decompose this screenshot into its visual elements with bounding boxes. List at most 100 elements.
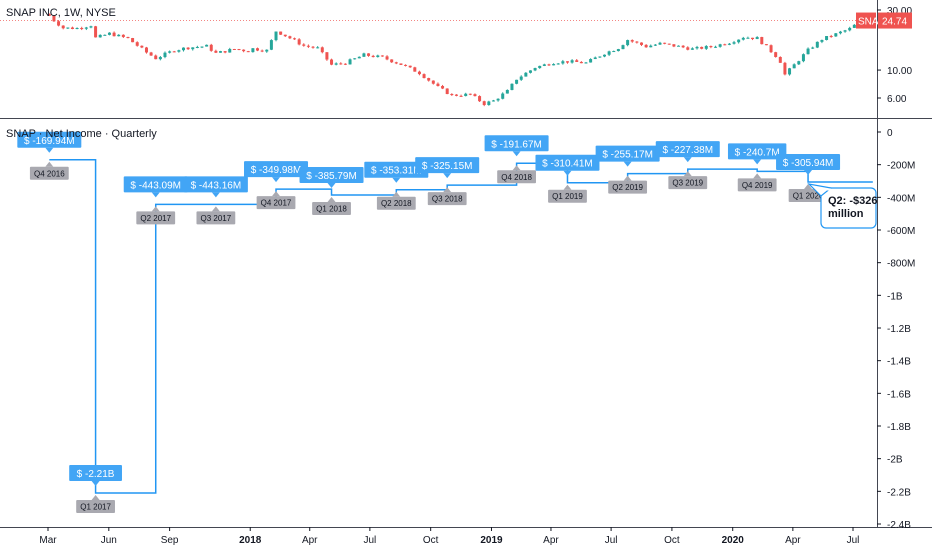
candle[interactable]: [334, 62, 338, 66]
candle[interactable]: [195, 45, 199, 49]
data-point[interactable]: $ -325.15M Q3 2018: [415, 157, 480, 206]
candle[interactable]: [80, 26, 84, 31]
candle[interactable]: [348, 58, 352, 65]
candle[interactable]: [75, 27, 79, 30]
candle[interactable]: [533, 67, 537, 72]
candle[interactable]: [450, 93, 454, 96]
candle[interactable]: [690, 47, 694, 50]
candle[interactable]: [302, 43, 306, 47]
candle[interactable]: [727, 43, 731, 46]
candle[interactable]: [556, 63, 560, 65]
candle[interactable]: [399, 63, 403, 66]
candle[interactable]: [612, 50, 616, 53]
candle[interactable]: [598, 56, 602, 58]
candle[interactable]: [47, 13, 51, 16]
data-point[interactable]: $ -227.38M Q3 2019: [655, 141, 720, 190]
candle[interactable]: [640, 42, 644, 46]
candle[interactable]: [815, 41, 819, 49]
candle[interactable]: [181, 47, 185, 52]
candle[interactable]: [704, 45, 708, 51]
candle[interactable]: [677, 45, 681, 47]
candle[interactable]: [436, 82, 440, 87]
candle[interactable]: [431, 80, 435, 85]
candle[interactable]: [84, 26, 88, 31]
candle[interactable]: [61, 25, 65, 30]
candle[interactable]: [371, 54, 375, 58]
candle[interactable]: [602, 54, 606, 58]
candle[interactable]: [140, 45, 144, 49]
candle[interactable]: [223, 51, 227, 54]
data-point[interactable]: $ -240.7M Q4 2019: [727, 143, 787, 192]
candle[interactable]: [246, 50, 250, 53]
candle[interactable]: [811, 46, 815, 50]
candle[interactable]: [89, 25, 93, 29]
candle[interactable]: [644, 44, 648, 48]
candle[interactable]: [769, 44, 773, 54]
candle[interactable]: [283, 34, 287, 38]
candle[interactable]: [774, 51, 778, 58]
candle[interactable]: [163, 51, 167, 59]
candle[interactable]: [542, 63, 546, 67]
candle[interactable]: [496, 98, 500, 102]
data-point[interactable]: $ -169.94M Q4 2016: [17, 131, 82, 180]
candle[interactable]: [630, 39, 634, 43]
candle[interactable]: [834, 32, 838, 37]
candle[interactable]: [311, 46, 315, 49]
candle[interactable]: [714, 45, 718, 48]
candle[interactable]: [778, 56, 782, 63]
candle[interactable]: [783, 61, 787, 76]
candle[interactable]: [279, 31, 283, 35]
candle[interactable]: [672, 44, 676, 48]
candle[interactable]: [135, 41, 139, 47]
candle[interactable]: [792, 63, 796, 69]
candle[interactable]: [621, 44, 625, 50]
candle[interactable]: [746, 36, 750, 39]
candle[interactable]: [237, 48, 241, 51]
candle[interactable]: [454, 94, 458, 97]
candle[interactable]: [584, 61, 588, 64]
candle[interactable]: [219, 50, 222, 53]
candle[interactable]: [565, 61, 569, 64]
candle[interactable]: [260, 49, 264, 53]
candle[interactable]: [186, 47, 190, 50]
candle[interactable]: [293, 37, 297, 40]
data-point[interactable]: $ -305.94M Q1 2020: [776, 153, 841, 202]
data-point[interactable]: $ -349.98M Q4 2017: [244, 161, 309, 210]
candle[interactable]: [242, 49, 246, 53]
candle[interactable]: [519, 75, 523, 81]
candle[interactable]: [256, 47, 260, 52]
candle[interactable]: [205, 44, 209, 47]
data-point[interactable]: $ -443.16M Q3 2017: [183, 176, 248, 225]
candle[interactable]: [709, 45, 713, 49]
data-point[interactable]: $ -191.67M Q4 2018: [484, 135, 549, 184]
candle[interactable]: [94, 25, 98, 38]
candle[interactable]: [66, 27, 70, 29]
candle[interactable]: [528, 70, 532, 74]
data-point[interactable]: $ -310.41M Q1 2019: [535, 154, 600, 203]
candle[interactable]: [232, 48, 236, 50]
candle[interactable]: [154, 54, 158, 60]
candle[interactable]: [653, 44, 657, 46]
candle[interactable]: [112, 31, 116, 37]
candle[interactable]: [380, 55, 384, 57]
data-point[interactable]: $ -443.09M Q2 2017: [123, 176, 188, 225]
candle[interactable]: [501, 92, 505, 100]
candle[interactable]: [737, 39, 741, 44]
candle[interactable]: [561, 59, 565, 65]
candle[interactable]: [417, 70, 421, 76]
data-point[interactable]: $ -353.31M Q2 2018: [364, 161, 429, 210]
candle[interactable]: [362, 52, 366, 57]
candle[interactable]: [751, 37, 755, 41]
candle[interactable]: [445, 88, 449, 95]
candle[interactable]: [103, 34, 107, 36]
candle[interactable]: [593, 56, 597, 60]
candle[interactable]: [515, 79, 519, 85]
candle[interactable]: [144, 46, 148, 54]
candle[interactable]: [686, 46, 690, 51]
price-pane[interactable]: [47, 13, 870, 107]
candle[interactable]: [376, 54, 380, 58]
income-pane[interactable]: $ -169.94M Q4 2016 $ -2.21B Q1 2017 $ -443.0…: [17, 131, 873, 513]
candle[interactable]: [126, 36, 130, 39]
candle[interactable]: [121, 34, 125, 39]
candle[interactable]: [718, 43, 722, 48]
